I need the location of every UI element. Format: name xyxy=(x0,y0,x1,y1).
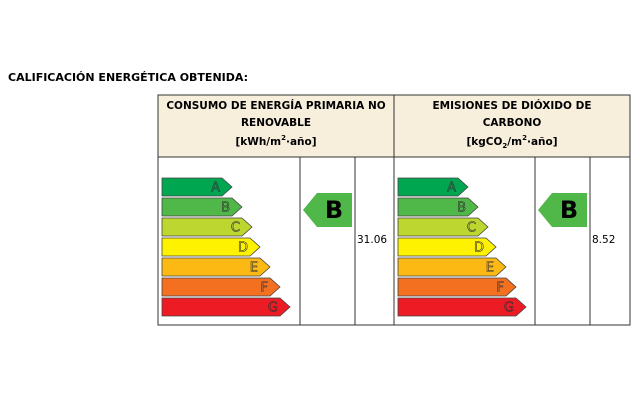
scale-bar xyxy=(161,257,271,277)
scale-letter: D xyxy=(238,241,248,256)
scale-bar xyxy=(161,197,243,217)
scale-letter: E xyxy=(486,261,494,276)
header-cell xyxy=(157,94,395,158)
unit-part: /m xyxy=(507,136,522,148)
scale-letter: B xyxy=(221,201,230,216)
scale-bar xyxy=(397,217,489,237)
scale-letter: G xyxy=(268,301,278,316)
rating-letter: B xyxy=(560,196,578,224)
scale-letter: E xyxy=(250,261,258,276)
scale-letter: C xyxy=(467,221,476,236)
unit-part: ·año] xyxy=(286,136,317,148)
scale-bar xyxy=(161,297,291,317)
page-title: CALIFICACIÓN ENERGÉTICA OBTENIDA: xyxy=(8,71,248,84)
scale-bar xyxy=(161,177,233,197)
unit-part: 2 xyxy=(502,142,507,150)
scale-letter: F xyxy=(497,281,504,296)
unit-part: ·año] xyxy=(527,136,558,148)
scale-bar xyxy=(397,237,497,257)
scale-letter: A xyxy=(211,181,220,196)
unit-part: [kWh/m xyxy=(235,136,281,148)
unit-part: 2 xyxy=(522,134,527,142)
scale-letter: B xyxy=(457,201,466,216)
header-title: RENOVABLE xyxy=(241,117,311,129)
rating-arrow xyxy=(538,193,587,227)
scale-letter: G xyxy=(504,301,514,316)
unit-part: 2 xyxy=(281,134,286,142)
scale-bar xyxy=(161,277,281,297)
header-unit: [kWh/m2·año] xyxy=(235,134,316,148)
scale-bar xyxy=(397,177,469,197)
scale-letter: C xyxy=(231,221,240,236)
header-title: EMISIONES DE DIÓXIDO DE xyxy=(432,99,591,112)
scale-letter: F xyxy=(261,281,268,296)
header-unit: [kgCO2/m2·año] xyxy=(466,134,557,150)
rating-value: 31.06 xyxy=(357,234,387,246)
unit-part: [kgCO xyxy=(466,136,502,148)
scale-bar xyxy=(397,297,527,317)
scale-bar xyxy=(397,197,479,217)
rating-arrow xyxy=(303,193,352,227)
header-title: CONSUMO DE ENERGÍA PRIMARIA NO xyxy=(166,99,385,112)
rating-value: 8.52 xyxy=(592,234,615,246)
scale-bar xyxy=(161,237,261,257)
rating-letter: B xyxy=(325,196,343,224)
scale-bar xyxy=(397,277,517,297)
scale-letter: A xyxy=(447,181,456,196)
header-title: CARBONO xyxy=(483,117,542,129)
scale-bar xyxy=(397,257,507,277)
scale-bar xyxy=(161,217,253,237)
scale-letter: D xyxy=(474,241,484,256)
